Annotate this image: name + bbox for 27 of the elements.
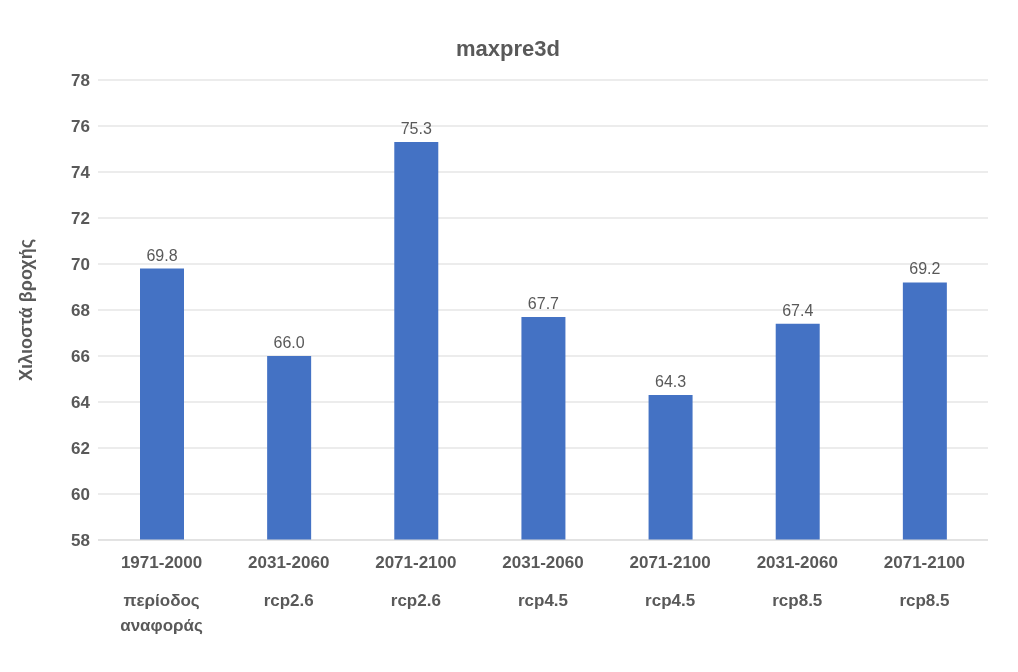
data-label: 69.2 [909, 260, 941, 278]
data-label: 67.7 [527, 294, 560, 312]
data-label: 66.0 [273, 334, 305, 351]
x-tick-label: 2071-2100 rcp2.6 [375, 553, 457, 610]
y-tick-label: 58 [71, 531, 90, 551]
y-tick-label: 60 [71, 485, 90, 505]
y-axis-title: Χιλιοστά βροχής [16, 238, 37, 382]
data-label: 67.4 [782, 301, 814, 319]
y-tick-label: 72 [71, 209, 90, 229]
y-tick-label: 66 [71, 347, 90, 367]
data-label: 64.3 [655, 373, 687, 391]
data-label: 69.8 [146, 246, 178, 264]
x-tick-label: 2071-2100 rcp8.5 [883, 553, 966, 610]
y-tick-label: 76 [71, 117, 90, 137]
x-tick-label: 2071-2100 rcp4.5 [629, 553, 711, 610]
y-tick-label: 68 [71, 301, 90, 321]
y-tick-label: 64 [71, 393, 91, 413]
data-label: 75.3 [400, 120, 432, 138]
x-tick-label: 2031-2060 rcp4.5 [502, 553, 584, 610]
y-tick-label: 78 [71, 71, 90, 91]
x-tick-label: 1971-2000 περίοδος αναφοράς [120, 553, 204, 635]
x-tick-label: 2031-2060 rcp2.6 [248, 553, 330, 610]
x-tick-label: 2031-2060 rcp8.5 [756, 553, 838, 610]
y-tick-label: 70 [71, 255, 90, 275]
y-tick-label: 62 [71, 439, 90, 459]
y-tick-label: 74 [71, 163, 91, 183]
chart-title: maxpre3d [455, 36, 561, 62]
